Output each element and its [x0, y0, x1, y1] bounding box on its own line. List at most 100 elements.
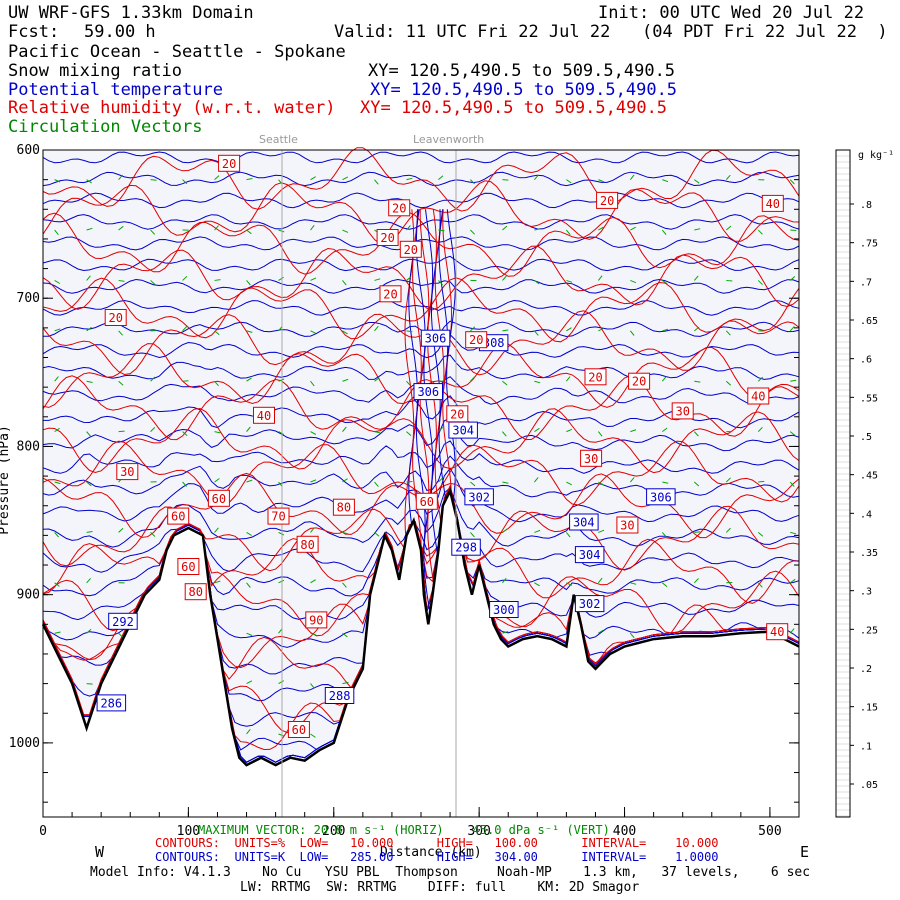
circulation-vector [342, 176, 349, 181]
model-info: Model Info: V4.1.3 No Cu YSU PBL Thompso… [90, 865, 811, 880]
y-axis-label: Pressure (hPa) [0, 425, 12, 535]
circulation-vector [470, 229, 476, 235]
circulation-vector [566, 327, 572, 332]
circulation-vector [278, 579, 285, 584]
rh-label-box [616, 516, 639, 534]
circulation-vector [470, 326, 476, 332]
circulation-vector [246, 280, 251, 286]
circulation-vector [790, 379, 797, 382]
circulation-vector [374, 532, 380, 537]
circulation-vector [406, 330, 413, 333]
x-axis: 0 100 200 300 400 500 [39, 807, 800, 839]
circulation-vector [118, 527, 124, 533]
circulation-vector [662, 481, 669, 484]
circulation-vector [662, 179, 669, 183]
crest-contour-line [423, 209, 434, 610]
circulation-vector [406, 380, 411, 387]
x-tick-label: 400 [613, 824, 636, 839]
circulation-vector [598, 226, 604, 231]
rh-label: 70 [267, 507, 290, 525]
circulation-vector [534, 174, 539, 180]
theta-label: 302 [464, 488, 494, 506]
rh-label-box [287, 721, 310, 738]
circulation-vector [725, 225, 732, 231]
colorbar-label: .7 [860, 277, 872, 288]
theta-label: 306 [413, 383, 443, 401]
rh-label: 20 [628, 372, 651, 390]
circulation-vector [757, 280, 763, 286]
theta-label: 306 [420, 329, 451, 347]
rh-label-text: 40 [751, 390, 765, 404]
circulation-vector [118, 632, 124, 638]
circulation-vector [86, 380, 93, 383]
circulation-vector [757, 582, 763, 588]
rh-label-text: 20 [632, 375, 646, 389]
circulation-vector [214, 431, 221, 434]
circulation-vector [374, 278, 381, 281]
circulation-vector [342, 582, 347, 588]
circulation-vector [214, 380, 219, 387]
rh-label: 30 [671, 402, 694, 420]
circulation-vector [470, 532, 475, 538]
rh-label-box [580, 449, 603, 467]
circulation-vector [597, 577, 603, 584]
circulation-vector [310, 683, 315, 689]
rh-label-text: 20 [600, 194, 614, 208]
rh-contour-line [42, 147, 800, 212]
circulation-vector [246, 728, 251, 735]
rh-label: 40 [747, 387, 770, 405]
rh-label-text: 80 [188, 585, 202, 599]
circulation-vector [598, 179, 605, 183]
circulation-vector [502, 329, 509, 332]
circulation-vector [598, 481, 604, 486]
max-vector-info: MAXIMUM VECTOR: 20.8 m s⁻¹ (HORIZ) 45.0 … [198, 823, 610, 837]
circulation-vector [694, 326, 700, 332]
field-relative-humidity: Relative humidity (w.r.t. water) [8, 98, 336, 118]
circulation-vector [725, 174, 731, 180]
theta-contour-line [42, 278, 800, 294]
rh-label: 90 [305, 611, 328, 629]
circulation-vector [214, 527, 219, 533]
circulation-vector [598, 327, 605, 332]
circulation-vector [470, 376, 475, 382]
circulation-vector [661, 229, 667, 236]
circulation-vector [630, 582, 637, 585]
circulation-vector [662, 427, 668, 433]
theta-label-box [420, 329, 451, 347]
circulation-vector [374, 179, 379, 185]
circulation-vector [278, 229, 285, 233]
circulation-vector [598, 629, 604, 634]
rh-label-box [761, 194, 784, 212]
circulation-vector [150, 376, 156, 382]
field-rh-xy: XY= 120.5,490.5 to 509.5,490.5 [360, 98, 668, 118]
circulation-vector [789, 578, 796, 584]
rh-label: 40 [766, 623, 789, 641]
rh-label-box [267, 507, 290, 525]
rh-label: 80 [184, 583, 207, 601]
west-label: W [95, 843, 105, 861]
circulation-vector [246, 426, 251, 432]
circulation-vector [246, 330, 253, 333]
rh-label-box [177, 558, 200, 575]
rh-label: 80 [332, 498, 355, 516]
circulation-vector [534, 330, 539, 336]
circulation-vector [757, 426, 763, 432]
model-info-physics: LW: RRTMG SW: RRTMG DIFF: full KM: 2D Sm… [240, 880, 640, 895]
circulation-vector [789, 276, 796, 281]
circulation-vector [54, 532, 59, 538]
rh-label-text: 20 [380, 231, 394, 245]
colorbar-label: .3 [860, 587, 872, 598]
circulation-vector [86, 481, 92, 487]
field-circulation-vectors: Circulation Vectors [8, 117, 203, 137]
y-tick-label: 800 [17, 439, 40, 454]
theta-label-text: 304 [452, 424, 474, 438]
circulation-vector [725, 330, 731, 336]
circulation-vector [789, 179, 795, 185]
circulation-vector [757, 376, 764, 382]
circulation-vector [534, 380, 541, 384]
circulation-vector [694, 228, 701, 231]
colorbar-label: .65 [860, 316, 878, 327]
circulation-vector [438, 229, 445, 232]
colorbar-label: .5 [860, 432, 872, 443]
circulation-vector [630, 429, 637, 433]
